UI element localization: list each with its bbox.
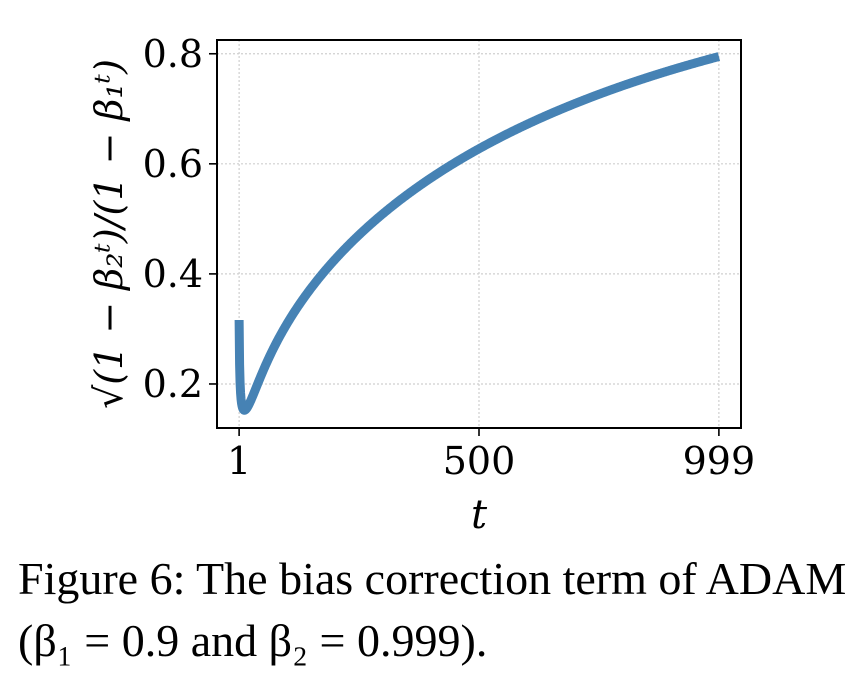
x-axis: 1 500 999	[227, 428, 755, 483]
figure-caption: Figure 6: The bias correction term of AD…	[18, 553, 847, 666]
x-tick-label: 1	[227, 439, 251, 483]
y-tick-label: 0.6	[143, 142, 203, 186]
y-axis: 0.2 0.4 0.6 0.8	[143, 32, 217, 406]
bias-correction-chart: 1 500 999 0.2 0.4 0.6 0.8 t √(1 − β₂ᵗ)/(1 − β…	[87, 32, 755, 538]
y-tick-label: 0.8	[143, 32, 203, 76]
grid	[217, 40, 741, 428]
y-tick-label: 0.2	[143, 362, 203, 406]
y-tick-label: 0.4	[143, 252, 203, 296]
y-axis-label: √(1 − β₂ᵗ)/(1 − β₁ᵗ)	[87, 59, 131, 409]
x-axis-label: t	[471, 492, 488, 538]
svg-text:√(1 − β₂ᵗ)/(1 − β₁ᵗ): √(1 − β₂ᵗ)/(1 − β₁ᵗ)	[87, 59, 131, 409]
x-tick-label: 999	[683, 439, 756, 483]
x-tick-label: 500	[443, 439, 516, 483]
series-line	[234, 52, 723, 415]
